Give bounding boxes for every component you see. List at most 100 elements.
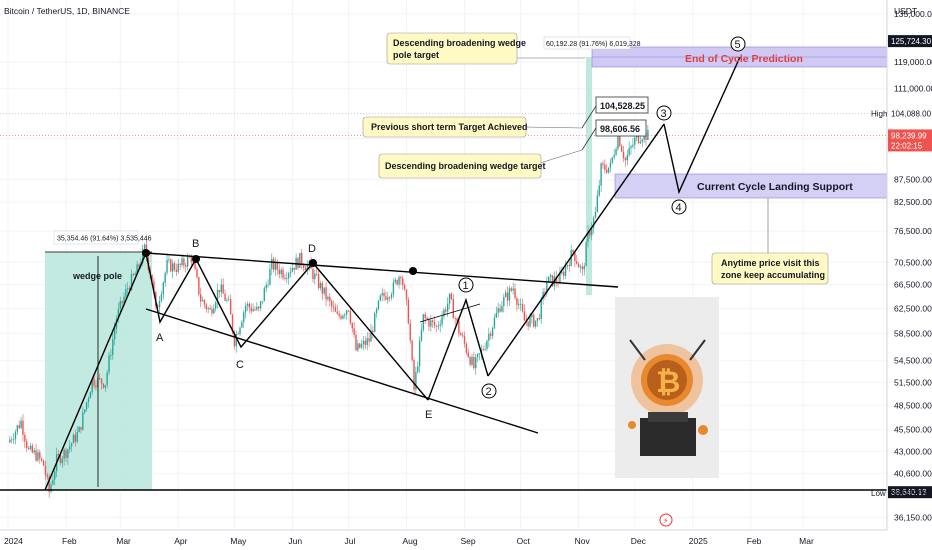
candle <box>546 276 548 297</box>
candle <box>475 353 477 375</box>
candle <box>400 275 402 285</box>
candle <box>284 274 286 281</box>
candle <box>488 327 490 348</box>
candle <box>183 254 185 270</box>
x-tick-label: Aug <box>403 536 418 546</box>
candle <box>250 303 252 315</box>
candle <box>433 316 436 329</box>
price-label-prefix: Low <box>871 489 886 498</box>
candle <box>602 160 604 169</box>
candle <box>301 249 303 270</box>
candle <box>394 277 396 285</box>
candle <box>104 384 106 392</box>
wedge-bottom-line <box>145 308 539 434</box>
price-label-value: 38,555.00 <box>891 489 927 498</box>
candle <box>508 285 511 306</box>
candle <box>379 294 382 302</box>
candle <box>454 316 456 325</box>
candle <box>304 264 307 271</box>
candle <box>80 426 82 434</box>
pivot-dot <box>192 255 200 263</box>
candle <box>471 353 473 367</box>
candle <box>166 253 168 276</box>
candle <box>224 289 226 302</box>
candle <box>263 286 266 302</box>
candle <box>127 282 129 295</box>
candle <box>48 473 50 498</box>
candle <box>272 256 275 273</box>
candle <box>381 287 383 301</box>
candle <box>170 258 172 273</box>
pivot-dot <box>142 249 150 257</box>
candle <box>325 281 327 307</box>
callout-short-target: Previous short term Target Achieved <box>362 116 583 138</box>
candle <box>493 314 496 330</box>
candle <box>415 366 417 395</box>
candle <box>413 357 415 396</box>
candle <box>84 409 86 415</box>
candle <box>228 295 230 301</box>
candle <box>185 262 187 273</box>
candle <box>241 319 243 329</box>
candle <box>521 298 524 313</box>
candle <box>360 339 363 349</box>
candle <box>362 335 365 351</box>
candle <box>630 144 632 155</box>
candle <box>576 254 578 265</box>
point-b: B <box>192 238 199 250</box>
x-tick-label: Feb <box>62 536 77 546</box>
x-tick-label: Feb <box>747 536 762 546</box>
candle <box>647 125 649 141</box>
candle <box>347 310 350 312</box>
candle <box>364 336 367 350</box>
callout-wedge-target: Descending broadening wedge target <box>378 149 583 179</box>
x-tick-label: Mar <box>116 536 131 546</box>
candle <box>445 306 447 315</box>
candle <box>11 436 13 444</box>
y-tick-label: 48,500.00 <box>894 400 932 410</box>
candle <box>98 373 101 381</box>
price-label-value: 98,239.99 <box>891 131 927 140</box>
candle <box>430 314 432 332</box>
candle <box>85 401 88 412</box>
candle <box>503 293 505 313</box>
price-label: 38,640.13 <box>888 486 932 499</box>
candle <box>564 260 567 280</box>
landing-support-text: Current Cycle Landing Support <box>697 181 853 193</box>
candle <box>531 312 533 324</box>
candle <box>495 306 498 319</box>
wave-1-channel <box>419 303 481 323</box>
y-tick-label: 40,600.00 <box>894 468 932 478</box>
candle <box>213 304 215 315</box>
candle <box>33 447 35 455</box>
price-label-value: 38,640.13 <box>891 488 927 497</box>
candle <box>286 271 288 284</box>
candle <box>200 287 202 307</box>
candle <box>312 266 314 283</box>
wave-3-4-5 <box>663 56 741 195</box>
candle <box>269 263 271 286</box>
candle <box>607 167 610 174</box>
point-d: D <box>308 243 316 255</box>
wave-4-label: 4 <box>676 202 682 214</box>
candle <box>235 330 237 353</box>
candle <box>344 312 346 319</box>
candle <box>274 257 277 276</box>
candle <box>76 426 78 444</box>
x-tick-label: Jun <box>288 536 302 546</box>
candle <box>405 289 408 306</box>
y-tick-label: 54,500.00 <box>894 356 932 366</box>
x-tick-label: Dec <box>631 536 647 546</box>
candle <box>102 383 105 389</box>
candle <box>484 342 486 352</box>
candle <box>514 283 516 301</box>
candle <box>366 332 368 351</box>
pole-measure-text: 35,354.46 (91.64%) 3,535,446 <box>57 236 152 243</box>
candle <box>422 314 425 333</box>
candle <box>239 326 241 337</box>
price-label-value: 104,088.00 <box>891 109 932 118</box>
event-icon[interactable]: ⚡ <box>659 513 673 527</box>
pole-base-line <box>44 252 147 491</box>
pole-target-line2: pole target <box>393 50 439 60</box>
